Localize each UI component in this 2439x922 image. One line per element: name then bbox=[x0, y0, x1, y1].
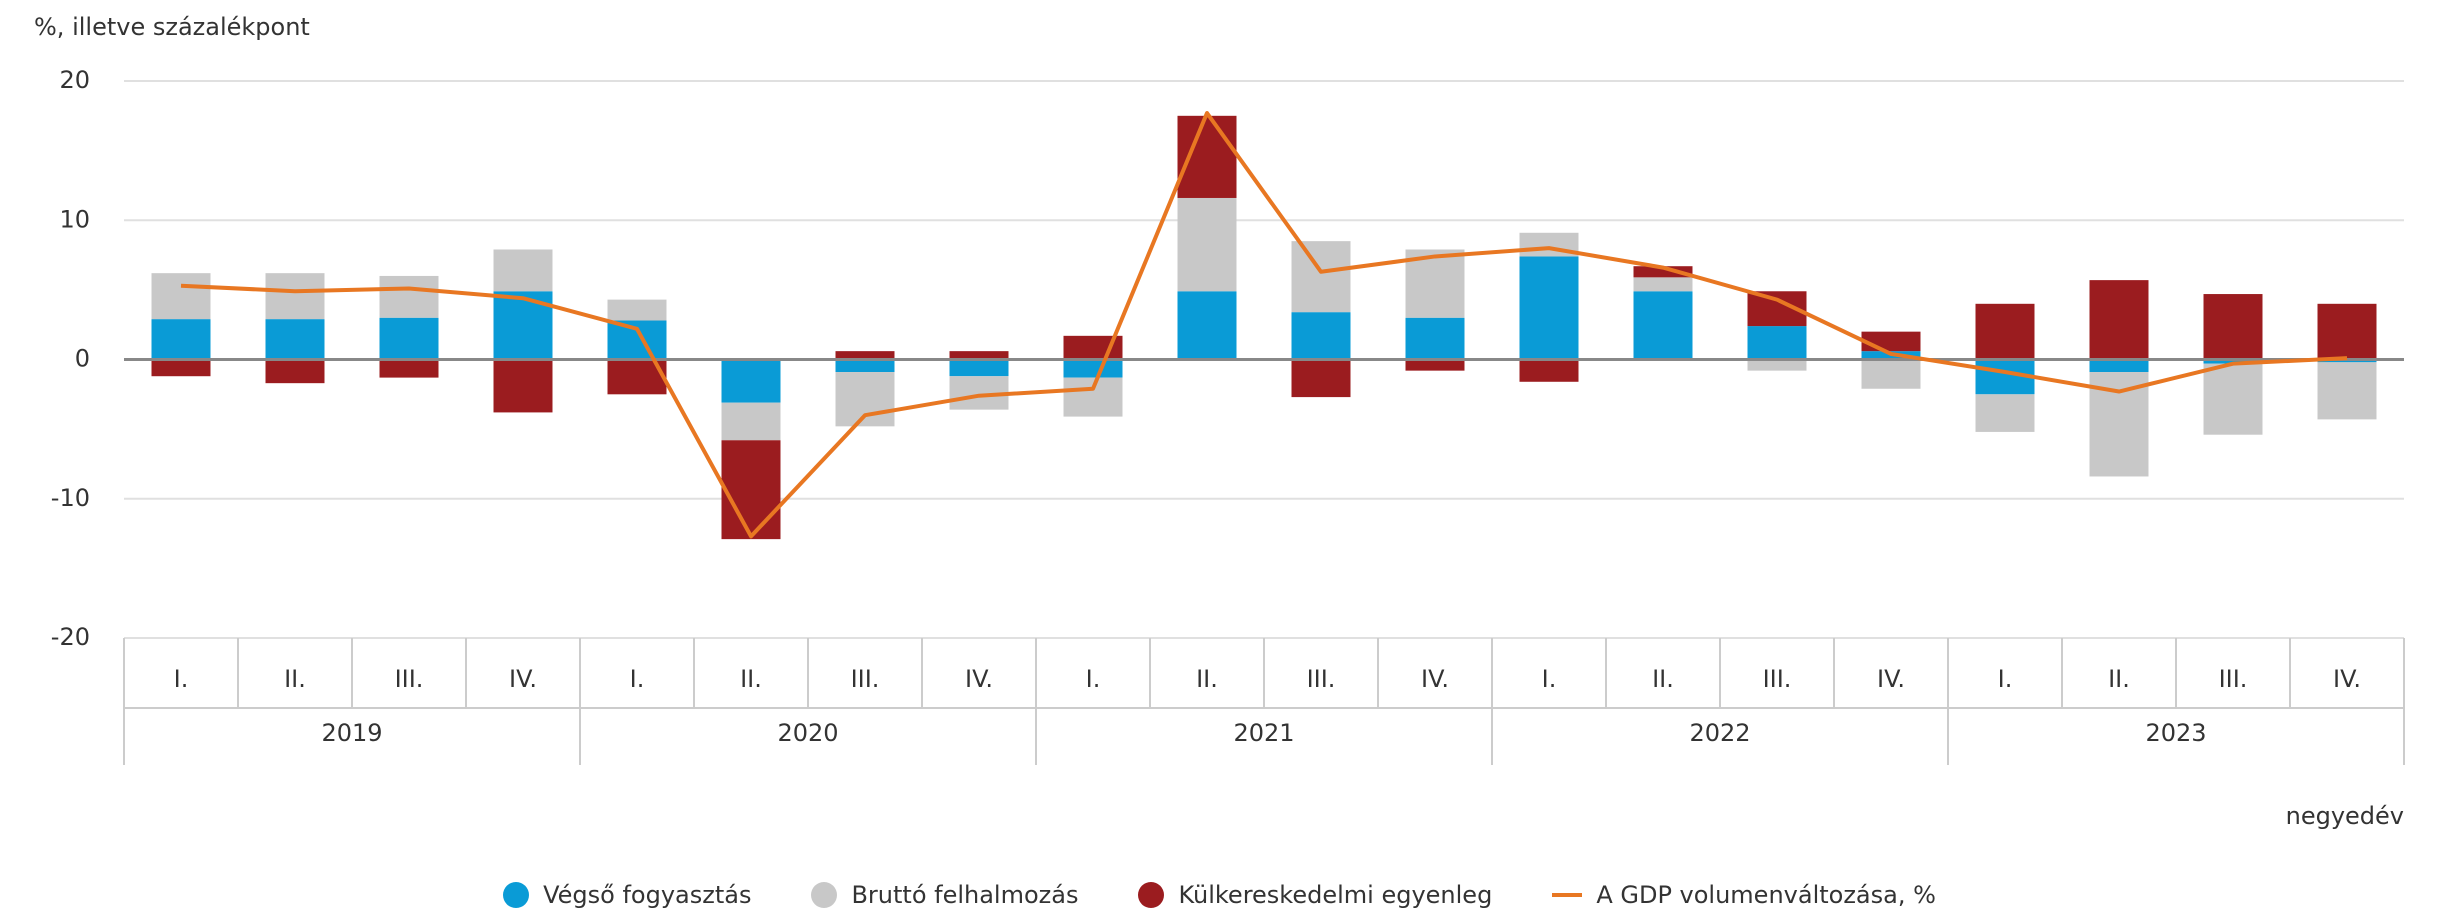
x-tick-label: II. bbox=[740, 665, 762, 693]
bar bbox=[1633, 266, 1693, 278]
bar bbox=[1633, 291, 1693, 360]
x-tick-label: IV. bbox=[509, 665, 537, 693]
bar bbox=[151, 319, 211, 360]
bar bbox=[265, 359, 325, 384]
bar bbox=[835, 351, 895, 360]
x-tick-label: III. bbox=[2219, 665, 2248, 693]
bar bbox=[1747, 326, 1807, 360]
bar bbox=[151, 273, 211, 320]
bar bbox=[1291, 241, 1351, 313]
bar bbox=[2317, 303, 2377, 360]
x-tick-label: IV. bbox=[1421, 665, 1449, 693]
legend-swatch bbox=[1138, 882, 1165, 908]
x-axis-label: negyedév bbox=[2286, 802, 2404, 830]
group-label: 2020 bbox=[777, 719, 838, 747]
bar bbox=[2203, 294, 2263, 360]
line bbox=[180, 111, 2348, 539]
x-tick-label: II. bbox=[2108, 665, 2130, 693]
bar bbox=[2317, 362, 2377, 420]
legend-label: Végső fogyasztás bbox=[543, 881, 752, 909]
bar bbox=[1975, 394, 2035, 432]
bar bbox=[265, 273, 325, 320]
y-axis-label: %, illetve százalékpont bbox=[34, 13, 310, 41]
legend: Végső fogyasztás Bruttó felhalmozás Külker… bbox=[0, 868, 2439, 922]
group-label: 2022 bbox=[1689, 719, 1750, 747]
bar bbox=[1405, 359, 1465, 371]
x-tick-label: IV. bbox=[2333, 665, 2361, 693]
x-tick-label: III. bbox=[395, 665, 424, 693]
bar bbox=[379, 359, 439, 378]
bar bbox=[835, 372, 895, 427]
group-label: 2021 bbox=[1233, 719, 1294, 747]
bar bbox=[1747, 359, 1807, 371]
bar bbox=[493, 291, 553, 360]
x-tick-label: II. bbox=[284, 665, 306, 693]
bar bbox=[379, 317, 439, 360]
bar bbox=[721, 402, 781, 441]
bar bbox=[2203, 363, 2263, 435]
bar bbox=[1291, 312, 1351, 360]
bar bbox=[2089, 280, 2149, 360]
bar bbox=[1519, 359, 1579, 382]
legend-swatch bbox=[811, 882, 838, 908]
legend-label: Bruttó felhalmozás bbox=[851, 881, 1079, 909]
x-tick-label: III. bbox=[851, 665, 880, 693]
y-tick-label: 0 bbox=[75, 345, 90, 373]
legend-item: Külkereskedelmi egyenleg bbox=[1138, 881, 1492, 909]
group-label: 2023 bbox=[2145, 719, 2206, 747]
x-tick-label: III. bbox=[1763, 665, 1792, 693]
bar bbox=[949, 359, 1009, 377]
x-tick-label: I. bbox=[630, 665, 645, 693]
x-tick-label: I. bbox=[1086, 665, 1101, 693]
bar bbox=[607, 320, 667, 360]
bar bbox=[493, 359, 553, 413]
legend-item: Végső fogyasztás bbox=[503, 881, 751, 909]
bar bbox=[493, 249, 553, 292]
bar bbox=[2089, 359, 2149, 373]
bar bbox=[835, 359, 895, 373]
bar bbox=[379, 275, 439, 318]
y-tick-label: 10 bbox=[59, 205, 90, 233]
bar bbox=[1405, 317, 1465, 360]
y-tick-label: -10 bbox=[51, 484, 90, 512]
x-tick-label: I. bbox=[1542, 665, 1557, 693]
x-tick-label: IV. bbox=[965, 665, 993, 693]
x-tick-label: I. bbox=[174, 665, 189, 693]
bar bbox=[949, 351, 1009, 360]
bar bbox=[2203, 359, 2263, 364]
legend-label: Külkereskedelmi egyenleg bbox=[1178, 881, 1493, 909]
bar bbox=[1861, 331, 1921, 352]
bar bbox=[721, 359, 781, 403]
group-label: 2019 bbox=[321, 719, 382, 747]
x-tick-label: IV. bbox=[1877, 665, 1905, 693]
bar bbox=[151, 359, 211, 377]
bar bbox=[265, 319, 325, 360]
bar bbox=[1975, 303, 2035, 360]
legend-swatch bbox=[1552, 893, 1583, 897]
x-tick-label: II. bbox=[1196, 665, 1218, 693]
x-tick-label: III. bbox=[1307, 665, 1336, 693]
bar bbox=[1063, 359, 1123, 378]
bar bbox=[1519, 256, 1579, 360]
y-tick-label: -20 bbox=[51, 623, 90, 651]
bar bbox=[1291, 359, 1351, 398]
bar bbox=[1177, 291, 1237, 360]
bar bbox=[1177, 115, 1237, 198]
legend-swatch bbox=[503, 882, 530, 908]
bar bbox=[721, 440, 781, 540]
x-tick-label: II. bbox=[1652, 665, 1674, 693]
legend-label: A GDP volumenváltozása, % bbox=[1596, 881, 1936, 909]
legend-item: A GDP volumenváltozása, % bbox=[1552, 881, 1936, 909]
bar bbox=[1861, 359, 1921, 389]
y-tick-label: 20 bbox=[59, 66, 90, 94]
bar bbox=[1633, 277, 1693, 292]
chart: %, illetve százalékpont negyedév -20 -10 0… bbox=[34, 13, 2405, 830]
bar bbox=[607, 299, 667, 321]
bar bbox=[1063, 377, 1123, 417]
legend-item: Bruttó felhalmozás bbox=[811, 881, 1078, 909]
bar bbox=[1177, 197, 1237, 292]
x-tick-label: I. bbox=[1998, 665, 2013, 693]
